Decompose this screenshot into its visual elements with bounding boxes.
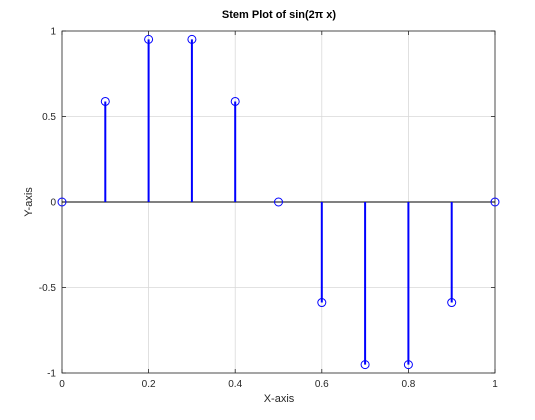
stem-marker (100, 96, 110, 106)
stem-marker (317, 298, 327, 308)
x-axis-label: X-axis (264, 393, 295, 405)
y-tick-label: -0.5 (39, 283, 57, 294)
stem-marker (403, 360, 413, 370)
stem-marker (230, 96, 240, 106)
y-tick-label: 0.5 (42, 112, 56, 123)
stem-marker (490, 197, 500, 207)
stem-series (57, 34, 500, 370)
stem-marker (360, 360, 370, 370)
stem-marker (274, 197, 283, 207)
y-tick-label: 0 (50, 198, 56, 209)
x-tick-label: 0.2 (142, 379, 156, 390)
stem-marker (144, 34, 154, 44)
y-tick-label: 1 (50, 27, 56, 38)
y-tick-label: -1 (47, 369, 56, 380)
tick-marks: 0 0.2 0.4 0.6 0.8 1 -1 -0.5 0 0.5 1 (39, 27, 498, 391)
x-tick-label: 0.4 (228, 379, 242, 390)
x-tick-label: 0 (59, 379, 65, 390)
y-axis-label: Y-axis (23, 187, 35, 217)
stem-marker (447, 298, 457, 308)
stem-marker (57, 197, 67, 207)
stem-marker (187, 34, 197, 44)
x-tick-label: 0.8 (401, 379, 415, 390)
x-tick-label: 1 (492, 379, 498, 390)
chart-title: Stem Plot of sin(2π x) (222, 9, 336, 21)
x-tick-label: 0.6 (315, 379, 329, 390)
